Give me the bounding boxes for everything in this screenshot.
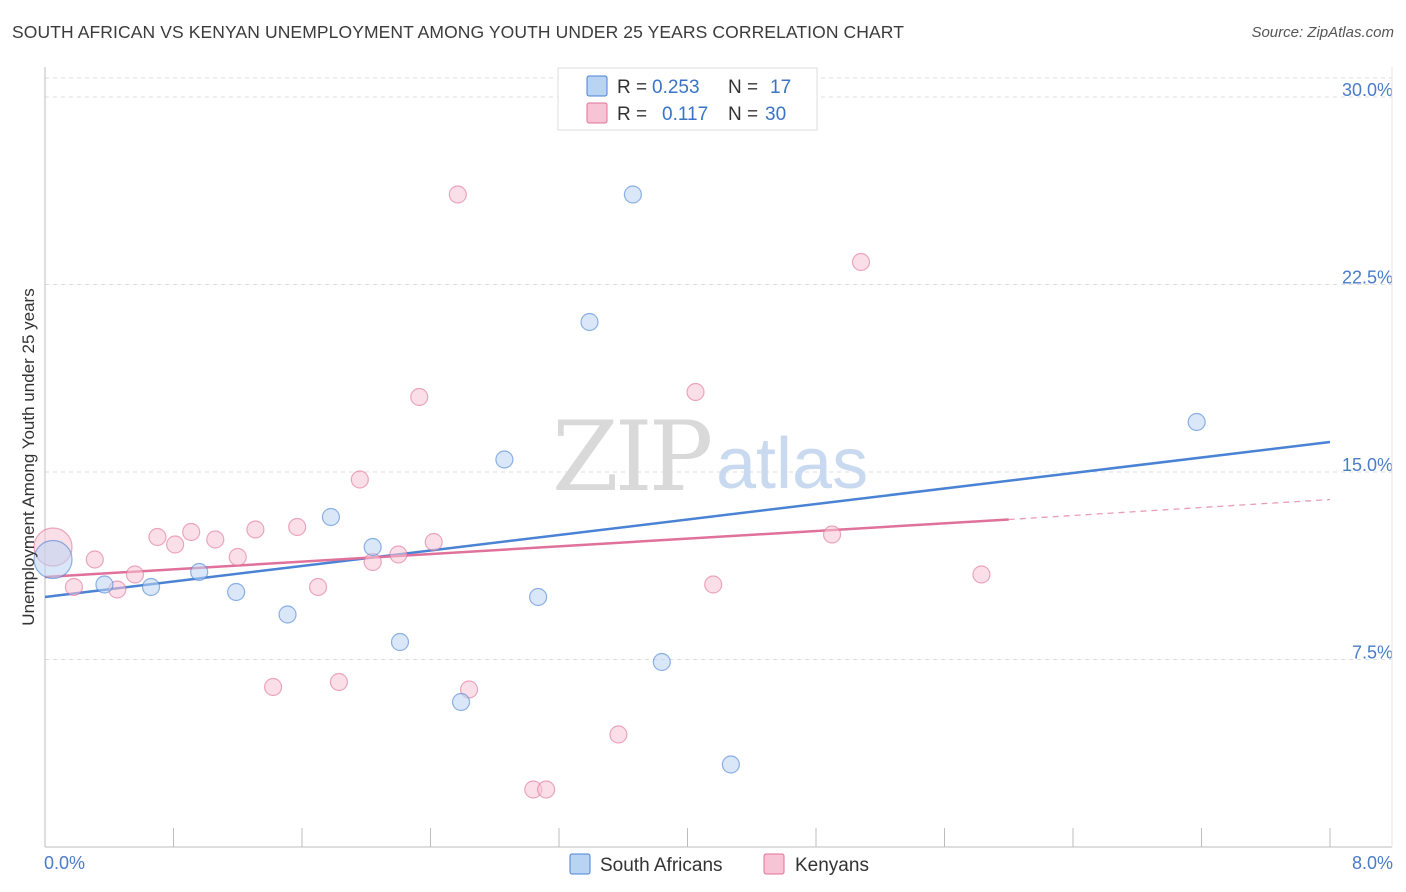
watermark-atlas: atlas (716, 424, 868, 504)
legend-r-value-south-africans: 0.253 (652, 77, 700, 98)
y-tick-label: 15.0% (1342, 455, 1393, 475)
point-kenyans (125, 565, 145, 584)
point-kenyans (609, 725, 628, 744)
point-kenyans (350, 470, 369, 489)
legend-n-label-south-africans: N = (728, 77, 758, 98)
point-kenyans (85, 550, 104, 569)
point-south-africans (321, 507, 341, 527)
point-kenyans (686, 382, 705, 402)
point-south-africans (363, 537, 382, 557)
trend-line-dashed-kenyans (1008, 498, 1331, 521)
point-kenyans (389, 545, 408, 564)
point-layer (33, 185, 1206, 799)
legend-swatch-south-africans (586, 75, 608, 97)
point-kenyans (410, 387, 429, 407)
point-kenyans (448, 185, 467, 204)
point-kenyans (424, 532, 443, 552)
point-kenyans (246, 520, 265, 539)
y-tick-label: 22.5% (1342, 268, 1393, 288)
chart-title: SOUTH AFRICAN VS KENYAN UNEMPLOYMENT AMO… (12, 22, 905, 42)
point-south-africans (495, 450, 514, 469)
legend-swatch-kenyans (586, 102, 608, 124)
point-south-africans (141, 577, 161, 597)
point-south-africans (652, 652, 671, 672)
legend-n-value-south-africans: 17 (770, 77, 791, 98)
legend-r-label-south-africans: R = (617, 77, 647, 98)
point-kenyans (148, 527, 167, 547)
point-kenyans (288, 517, 307, 537)
trend-line-south-africans (44, 440, 1331, 599)
point-kenyans (329, 672, 349, 692)
y-axis-title: Unemployment Among Youth under 25 years (19, 288, 38, 625)
point-south-africans (623, 185, 642, 204)
point-kenyans (972, 565, 991, 584)
point-south-africans (390, 632, 410, 652)
point-south-africans (190, 562, 209, 582)
bottom-legend-label-south-africans: South Africans (600, 855, 723, 876)
bottom-legend-swatch-south-africans (569, 853, 591, 875)
bottom-legend-label-kenyans: Kenyans (795, 855, 869, 876)
point-kenyans (182, 522, 201, 542)
point-kenyans (166, 535, 185, 554)
point-south-africans (1187, 412, 1206, 432)
legend-n-label-kenyans: N = (728, 104, 758, 125)
axis-layer: 7.5% 15.0% 22.5% 30.0% 0.0% 8.0% (44, 67, 1393, 873)
source-label: Source: ZipAtlas.com (1251, 24, 1394, 41)
point-south-africans (227, 582, 246, 602)
point-kenyans (704, 575, 723, 594)
x-tick-label-min: 0.0% (44, 853, 85, 873)
point-kenyans (851, 252, 871, 272)
point-kenyans (228, 547, 247, 567)
legend-r-label-kenyans: R = (617, 104, 647, 125)
y-tick-label: 30.0% (1342, 80, 1393, 100)
point-south-africans (95, 575, 114, 594)
watermark-zip: ZIP (552, 401, 711, 513)
point-kenyans (537, 780, 556, 799)
point-south-africans (278, 605, 297, 624)
point-kenyans (308, 577, 328, 597)
bottom-legend-swatch-kenyans (763, 853, 785, 875)
point-kenyans (64, 577, 84, 597)
point-south-africans (451, 692, 471, 712)
legend-n-value-kenyans: 30 (765, 104, 786, 125)
point-kenyans (263, 677, 283, 697)
point-south-africans (33, 539, 73, 580)
point-kenyans (206, 530, 225, 549)
legend-r-value-kenyans: 0.117 (662, 104, 708, 125)
x-tick-label-max: 8.0% (1352, 853, 1393, 873)
stats-legend: R = 0.253 N = 17 R = 0.117 N = 30 (557, 67, 818, 131)
series-legend: South Africans Kenyans (569, 853, 869, 876)
point-south-africans (529, 587, 548, 607)
y-tick-label: 7.5% (1352, 643, 1393, 663)
watermark: ZIP atlas (552, 401, 868, 513)
point-south-africans (580, 312, 599, 332)
point-kenyans (822, 525, 842, 544)
point-south-africans (721, 755, 740, 774)
